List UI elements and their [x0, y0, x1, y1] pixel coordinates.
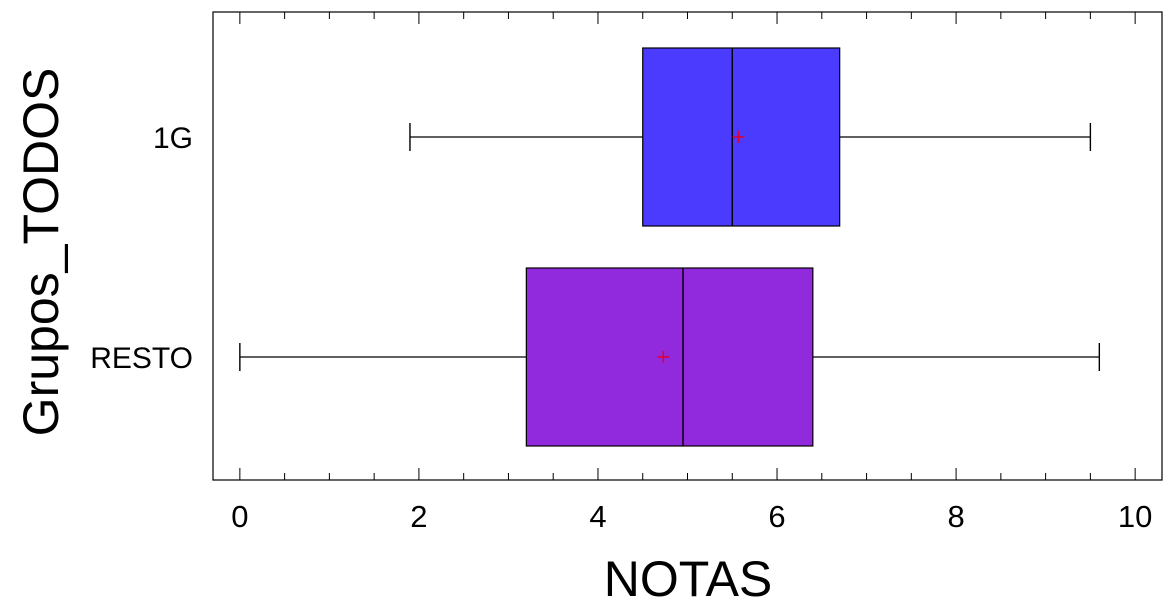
x-tick-label: 10 [1118, 499, 1152, 534]
box-iqr [525, 267, 814, 447]
x-tick-label: 4 [589, 499, 606, 534]
y-axis-title: Grupos_TODOS [13, 68, 69, 437]
x-tick-label: 0 [231, 499, 248, 534]
category-label-1g: 1G [153, 122, 193, 155]
x-axis-title: NOTAS [604, 551, 773, 600]
box-group-1g [409, 47, 1092, 227]
category-label-resto: RESTO [90, 342, 193, 375]
box-group-resto [239, 267, 1101, 447]
x-tick-label: 8 [947, 499, 964, 534]
x-tick-label: 2 [410, 499, 427, 534]
x-tick-label: 6 [768, 499, 785, 534]
